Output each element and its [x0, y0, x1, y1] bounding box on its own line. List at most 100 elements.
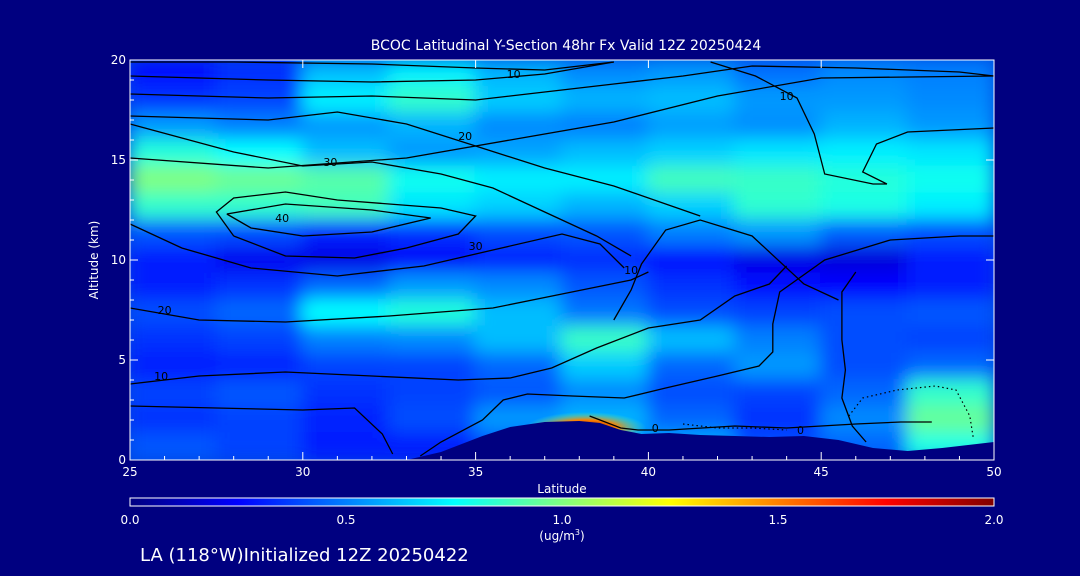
contour-label: 0	[652, 422, 659, 435]
heat-cell	[561, 60, 650, 88]
heat-cell	[820, 60, 909, 88]
heat-cell	[906, 139, 994, 168]
heat-cell	[388, 352, 477, 381]
contour-line	[710, 61, 994, 185]
heat-cell	[215, 85, 304, 115]
heat-cell	[130, 85, 218, 115]
contour-line	[613, 219, 839, 321]
heat-cell	[820, 139, 909, 168]
footer-degree: °	[210, 545, 219, 566]
heat-cell	[733, 325, 823, 355]
heat-cell	[820, 192, 909, 221]
heat-cell	[647, 299, 736, 328]
colorbar-tick-label: 0.0	[120, 513, 139, 527]
heat-cell	[906, 85, 994, 115]
contour-line	[130, 271, 649, 323]
heat-cell	[733, 85, 823, 115]
contour-label: 10	[780, 90, 794, 103]
heat-cell	[474, 245, 563, 275]
heat-cell	[301, 432, 391, 460]
chart-title: BCOC Latitudinal Y-Section 48hr Fx Valid…	[371, 38, 762, 54]
heat-cell	[647, 219, 736, 248]
heat-cell	[301, 379, 391, 408]
contour-line	[589, 415, 932, 431]
heat-cell	[130, 60, 218, 88]
heat-cell	[301, 245, 391, 275]
heat-cell	[130, 325, 218, 355]
heat-cell	[215, 325, 304, 355]
heat-cell	[647, 325, 736, 355]
heat-cell	[906, 219, 994, 248]
heat-cell	[474, 325, 563, 355]
colorbar-ticks: 0.0 0.5 1.0 1.5 2.0	[120, 513, 1003, 527]
contour-label: 40	[275, 212, 289, 225]
contour-line	[130, 405, 394, 455]
heat-cell	[561, 192, 650, 221]
x-axis: 25 30 35 40 45 50	[122, 60, 1002, 479]
contour-label: 20	[458, 130, 472, 143]
footer-suffix: W)Initialized 12Z 20250422	[219, 545, 469, 566]
contour-label: 0	[797, 424, 804, 437]
heat-cell	[906, 325, 994, 355]
heat-cell	[561, 299, 650, 328]
contour-line-dotted	[682, 423, 787, 431]
heat-cell	[388, 299, 477, 328]
heat-cell	[906, 192, 994, 221]
heat-cell	[906, 405, 994, 435]
heat-cell	[301, 299, 391, 328]
colorbar-gradient	[129, 497, 995, 507]
heat-cell	[820, 325, 909, 355]
heat-cell	[388, 192, 477, 221]
heat-cell	[130, 219, 218, 248]
heat-cell	[647, 112, 736, 141]
heat-cell	[130, 165, 218, 195]
heat-cell	[388, 245, 477, 275]
heat-cell	[733, 219, 823, 248]
heat-cell	[906, 165, 994, 195]
heat-cell	[733, 165, 823, 195]
heat-cell	[647, 192, 736, 221]
heat-cell	[130, 192, 218, 221]
heat-cell	[474, 219, 563, 248]
y-tick-label: 5	[118, 353, 126, 367]
heat-cell	[906, 60, 994, 88]
contour-label: 30	[323, 156, 337, 169]
heat-cell	[130, 245, 218, 275]
heat-cell	[561, 352, 650, 381]
colorbar-tick-label: 1.5	[768, 513, 787, 527]
contour-line	[130, 65, 994, 101]
heat-cell	[130, 405, 218, 435]
heat-cell	[561, 85, 650, 115]
heat-cell	[561, 219, 650, 248]
heat-cell	[820, 165, 909, 195]
x-tick-label: 25	[122, 465, 137, 479]
colorbar-unit-sup: 3	[575, 528, 580, 537]
heat-cell	[474, 112, 563, 141]
heat-cell	[820, 245, 909, 275]
contour-line	[130, 265, 788, 385]
contour-line	[130, 223, 625, 277]
contour-line	[130, 61, 614, 71]
heat-cell	[215, 432, 304, 460]
heat-cell	[474, 192, 563, 221]
heat-cell	[820, 405, 909, 435]
heat-cell	[561, 245, 650, 275]
heat-cell	[733, 272, 823, 301]
contour-label: 10	[624, 264, 638, 277]
heat-cell	[215, 379, 304, 408]
heat-cell	[820, 85, 909, 115]
heat-cell	[906, 299, 994, 328]
heat-cell	[388, 379, 477, 408]
contour-label: 30	[469, 240, 483, 253]
heat-cell	[474, 299, 563, 328]
heat-cell	[388, 219, 477, 248]
heat-cell	[647, 352, 736, 381]
colorbar-tick-label: 2.0	[984, 513, 1003, 527]
heat-cell	[130, 379, 218, 408]
heat-cell	[647, 272, 736, 301]
heat-cell	[215, 112, 304, 141]
heat-cell	[647, 139, 736, 168]
heat-cell	[733, 139, 823, 168]
heat-cell	[215, 165, 304, 195]
